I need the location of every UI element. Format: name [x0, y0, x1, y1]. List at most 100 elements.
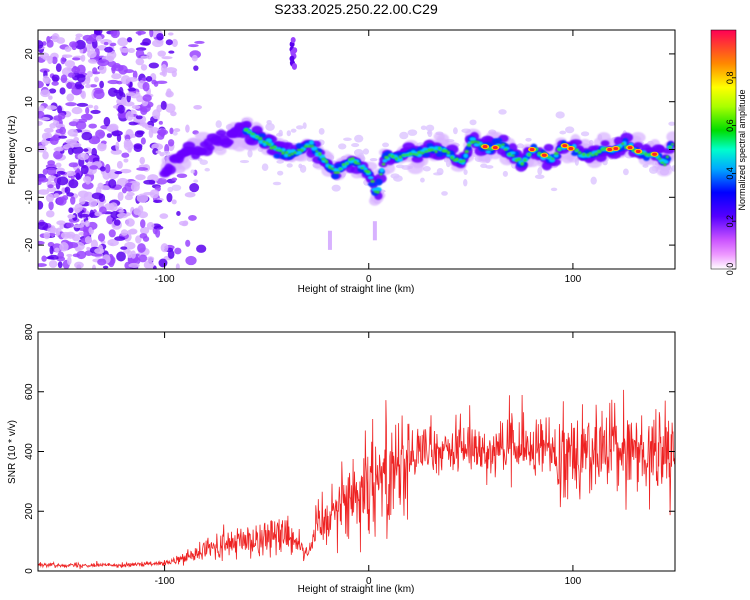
spectrogram-ridge-blob — [600, 140, 610, 147]
spectrogram-speckle — [188, 215, 197, 221]
colorbar: 0.0 0.2 0.4 0.6 0.8 Normalized spectral ampl… — [710, 29, 747, 275]
spectrogram-speckle — [86, 246, 91, 251]
spectrogram-speckle — [142, 94, 152, 102]
spectrogram-speckle — [119, 47, 131, 53]
spectrogram-speckle — [343, 137, 352, 142]
spectrogram-speckle — [66, 256, 72, 266]
spectrogram-speckle — [39, 52, 50, 59]
spectrogram-ridge-blob — [594, 152, 599, 156]
spectrogram-speckle — [265, 123, 275, 131]
spectrogram-ridge-blob — [462, 159, 466, 163]
spectrogram-speckle — [138, 254, 148, 263]
spectrogram-speckle — [38, 177, 49, 183]
snr-ticks: -100 0 100 0 200 400 600 800 — [24, 323, 675, 587]
spectrogram-speckle — [80, 113, 93, 121]
spectrogram-speckle — [116, 212, 129, 219]
spectrogram-hot-spot-core — [652, 152, 657, 156]
spectrogram-speckle — [77, 73, 86, 83]
spectrogram-x-tick-label: -100 — [155, 274, 175, 285]
spectrogram-speckle — [272, 181, 282, 186]
spectrogram-speckle — [57, 261, 63, 269]
spectrogram-speckle — [130, 250, 136, 259]
spectrogram-speckle — [57, 105, 63, 114]
spectrogram-ridge-blob — [308, 140, 315, 146]
spectrogram-speckle — [176, 173, 188, 178]
spectrogram-speckle — [156, 178, 168, 185]
spectrogram-speckle — [91, 264, 97, 269]
spectrogram-speckle — [115, 141, 120, 152]
spectrogram-speckle — [120, 96, 127, 106]
spectrogram-speckle — [156, 32, 164, 41]
spectrogram-ridge-blob — [318, 152, 322, 156]
spectrogram-speckle — [89, 165, 99, 170]
spectrogram-speckle — [128, 262, 140, 269]
spectrogram-speckle — [452, 127, 458, 135]
spectrogram-speckle — [165, 103, 176, 113]
spectrogram-ridge-blob — [473, 140, 478, 143]
spectrogram-speckle — [77, 190, 89, 198]
spectrogram-ridge-blob — [446, 150, 451, 155]
spectrogram-ridge-blob — [417, 150, 422, 154]
spectrogram-hot-spot-core — [607, 147, 613, 152]
spectrogram-y-tick-label: 20 — [24, 48, 35, 60]
spectrogram-speckle — [290, 128, 297, 133]
spectrogram-speckle — [395, 164, 405, 169]
snr-series-clip — [38, 389, 675, 570]
spectrogram-ridge-blob — [666, 131, 675, 143]
spectrogram-speckle — [103, 116, 111, 127]
spectrogram-ridge-blob — [325, 159, 329, 164]
spectrogram-ridge-blob — [285, 151, 289, 155]
spectrogram-speckle — [88, 226, 93, 234]
spectrogram-speckle — [425, 124, 435, 132]
spectrogram-speckle — [71, 146, 84, 155]
spectrogram-speckle — [57, 251, 65, 259]
spectrogram-ridge-blob — [537, 151, 541, 156]
spectrogram-ridge-blob — [379, 167, 385, 173]
spectrogram-speckle — [65, 231, 76, 239]
spectrogram-artifact — [289, 55, 295, 62]
spectrogram-speckle — [137, 243, 146, 253]
spectrogram-hot-spot-core — [613, 146, 619, 151]
spectrogram-ridge-blob — [644, 152, 648, 156]
spectrogram-speckle — [64, 186, 71, 194]
snr-x-tick-label: 0 — [366, 576, 372, 587]
spectrogram-ridge-blob — [338, 167, 343, 171]
spectrogram-speckle — [95, 35, 102, 42]
colorbar-gradient — [710, 29, 737, 270]
spectrogram-heat-layer — [38, 30, 675, 269]
spectrogram-speckle — [133, 144, 143, 152]
spectrogram-speckle — [165, 90, 174, 98]
spectrogram-speckle — [118, 209, 125, 213]
spectrogram-speckle — [123, 158, 129, 163]
spectrogram-speckle — [90, 109, 101, 115]
spectrogram-ridge-blob — [310, 144, 315, 148]
spectrogram-ridge-blob — [336, 171, 341, 174]
spectrogram-ridge-blob — [367, 181, 377, 187]
spectrogram-ridge-blob — [405, 153, 410, 157]
spectrogram-speckle — [87, 104, 94, 109]
spectrogram-speckle — [173, 128, 181, 132]
spectrogram-hot-spot-core — [482, 145, 488, 149]
spectrogram-speckle — [64, 60, 76, 68]
spectrogram-speckle — [59, 242, 69, 252]
spectrogram-speckle — [114, 236, 126, 241]
spectrogram-speckle — [85, 84, 92, 89]
spectrogram-speckle — [171, 38, 178, 48]
spectrogram-ridge-blob — [455, 157, 459, 162]
spectrogram-speckle — [160, 100, 167, 111]
spectrogram-speckle — [139, 226, 150, 235]
spectrogram-speckle — [239, 159, 250, 164]
spectrogram-speckle — [97, 258, 107, 266]
spectrogram-ridge-blob — [517, 157, 521, 161]
figure-title: S233.2025.250.22.00.C29 — [274, 1, 438, 17]
spectrogram-speckle — [276, 132, 283, 137]
spectrogram-speckle — [51, 81, 59, 86]
spectrogram-hot-spot-core — [529, 147, 535, 152]
spectrogram-speckle — [67, 72, 75, 78]
spectrogram-speckle — [97, 59, 110, 67]
spectrogram-ridge-blob — [507, 152, 512, 156]
spectrogram-speckle — [117, 191, 124, 201]
spectrogram-ridge-blob — [464, 150, 469, 154]
spectrogram-speckle — [407, 129, 418, 136]
